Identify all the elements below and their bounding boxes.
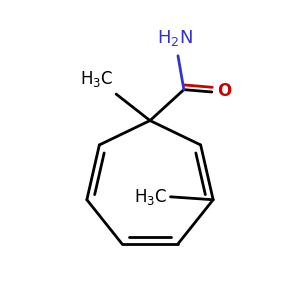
Text: $\mathrm{H_3C}$: $\mathrm{H_3C}$: [134, 187, 167, 207]
Text: $\mathrm{H_2N}$: $\mathrm{H_2N}$: [157, 28, 193, 47]
Text: $\mathrm{H_3C}$: $\mathrm{H_3C}$: [80, 69, 113, 89]
Text: O: O: [217, 82, 231, 100]
